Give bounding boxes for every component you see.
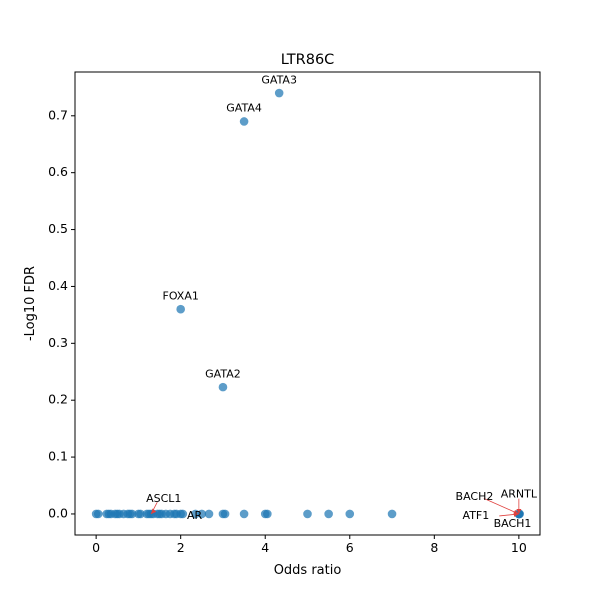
data-point xyxy=(93,509,103,519)
x-axis-ticks: 0 2 4 6 8 10 xyxy=(92,535,527,555)
annotation-label-bach2: BACH2 xyxy=(456,490,494,503)
x-tick-label: 8 xyxy=(430,540,438,555)
y-axis-label: -Log10 FDR xyxy=(23,266,38,341)
data-point xyxy=(303,509,312,519)
x-tick-label: 0 xyxy=(92,540,100,555)
x-tick-label: 6 xyxy=(346,540,354,555)
y-tick-label: 0.2 xyxy=(48,392,68,407)
annotation-arrow-bach2 xyxy=(483,497,520,515)
annotation-label-gata3: GATA3 xyxy=(261,74,297,87)
annotation-label-foxa1: FOXA1 xyxy=(163,290,199,303)
data-point xyxy=(324,509,333,519)
data-point xyxy=(127,509,137,519)
point-gata2 xyxy=(218,382,228,392)
y-tick-label: 0.3 xyxy=(48,335,68,350)
annotation-label-ascl1: ASCL1 xyxy=(146,492,181,505)
annotation-arrowhead-atf1 xyxy=(513,511,519,517)
annotation-label-ar: AR xyxy=(187,509,203,522)
data-point xyxy=(387,509,397,519)
data-point xyxy=(345,509,355,519)
data-point xyxy=(197,509,207,519)
y-tick-label: 0.4 xyxy=(48,278,68,293)
annotation-label-gata4: GATA4 xyxy=(226,101,262,114)
data-point xyxy=(204,509,214,519)
annotations: GATA3 GATA4 FOXA1 GATA2 ASCL1 AR BACH2 ARNTL ATF… xyxy=(146,74,538,531)
annotation-label-arntl: ARNTL xyxy=(501,488,538,501)
annotation-label-atf1: ATF1 xyxy=(463,509,490,522)
point-gata4 xyxy=(239,117,249,126)
x-tick-label: 2 xyxy=(177,540,185,555)
data-points xyxy=(91,88,525,519)
annotation-arrowhead-ascl1 xyxy=(151,508,157,514)
point-gata3 xyxy=(274,88,284,98)
data-point xyxy=(220,509,230,519)
annotation-label-bach1: BACH1 xyxy=(494,517,532,530)
y-tick-label: 0.0 xyxy=(48,505,68,520)
y-axis-ticks: 0.0 0.1 0.2 0.3 0.4 0.5 0.6 0.7 xyxy=(48,107,75,520)
point-foxa1 xyxy=(176,304,185,314)
y-tick-label: 0.5 xyxy=(48,221,68,236)
y-tick-label: 0.1 xyxy=(48,449,68,464)
point-ar xyxy=(172,509,181,519)
x-tick-label: 10 xyxy=(511,540,527,555)
annotation-arrowhead-arntl xyxy=(516,508,522,514)
plot-frame xyxy=(74,71,541,536)
y-tick-label: 0.6 xyxy=(48,164,68,179)
data-point xyxy=(191,509,200,519)
data-point xyxy=(263,509,272,519)
x-tick-label: 4 xyxy=(261,540,269,555)
y-tick-label: 0.7 xyxy=(48,107,68,122)
annotation-label-gata2: GATA2 xyxy=(205,368,241,381)
data-point xyxy=(136,509,145,519)
data-point xyxy=(239,509,249,519)
data-point xyxy=(178,509,188,519)
x-axis-label: Odds ratio xyxy=(274,563,342,578)
chart-title: LTR86C xyxy=(281,52,335,68)
